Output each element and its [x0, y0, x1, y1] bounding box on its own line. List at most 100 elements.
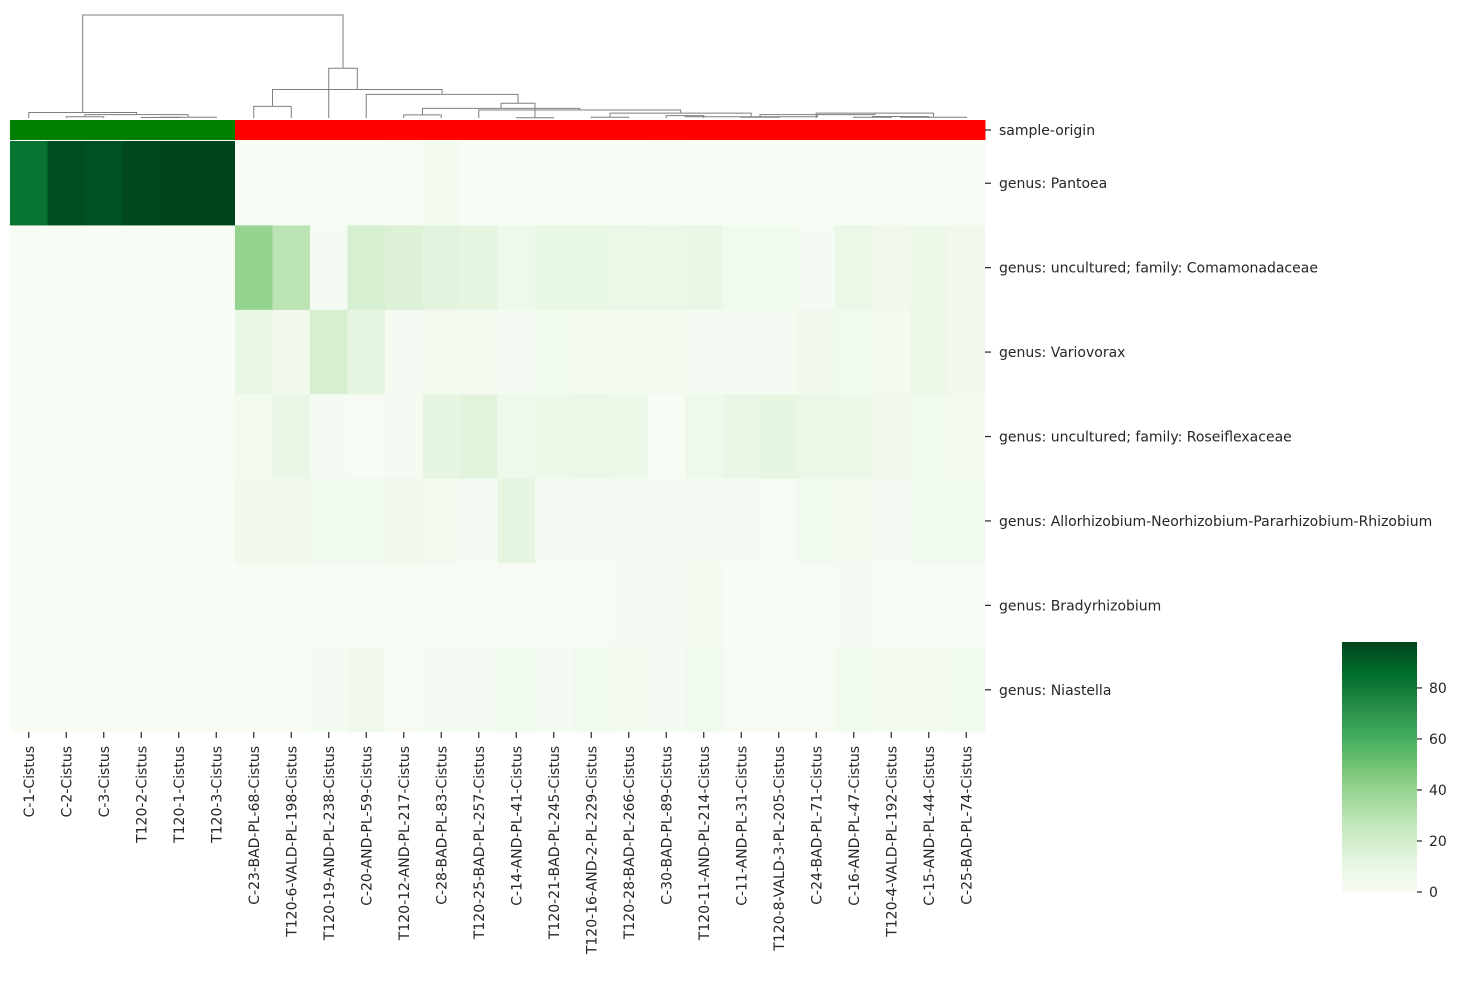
heatmap-cell [235, 225, 273, 311]
origin-cell [760, 120, 798, 140]
heatmap-cell [760, 563, 798, 649]
heatmap-cell [497, 309, 536, 395]
sample-origin-bar: sample-origin [10, 120, 1095, 140]
origin-cell [835, 120, 873, 140]
heatmap-cell [47, 309, 86, 395]
heatmap-cell [235, 478, 273, 564]
heatmap-cell [872, 309, 911, 395]
heatmap-cell [647, 225, 686, 311]
dendrogram-link [740, 116, 780, 118]
heatmap-cell [235, 647, 273, 733]
heatmap-cell [235, 563, 273, 649]
heatmap-cell [872, 478, 911, 564]
heatmap-cell [722, 478, 761, 564]
dendrogram-link [28, 111, 138, 118]
heatmap-cell [347, 563, 386, 649]
heatmap-cell [947, 394, 986, 480]
colorbar-tick-label: 20 [1429, 834, 1447, 850]
heatmap-cell [835, 141, 873, 226]
heatmap-cell [385, 309, 423, 395]
heatmap-cell [385, 141, 423, 226]
origin-cell [272, 120, 311, 140]
origin-cell [610, 120, 648, 140]
heatmap-cell [535, 647, 573, 733]
heatmap-cell [160, 394, 198, 480]
heatmap-cell [310, 141, 348, 226]
heatmap-cell [47, 141, 86, 226]
dendrogram-link [365, 93, 519, 118]
heatmap-cell [535, 563, 573, 649]
heatmap-cell [872, 141, 911, 226]
heatmap-cell [47, 563, 86, 649]
heatmap-cell [10, 309, 48, 395]
heatmap-cell [610, 647, 648, 733]
heatmap-cell [422, 225, 461, 311]
origin-cell [197, 120, 236, 140]
heatmap-cell [385, 394, 423, 480]
row-label: genus: Allorhizobium-Neorhizobium-Pararh… [999, 514, 1432, 530]
origin-cell [872, 120, 911, 140]
heatmap-cell [572, 478, 611, 564]
heatmap-cell [947, 478, 986, 564]
dendrogram-link [84, 114, 189, 118]
heatmap-cell [85, 394, 123, 480]
heatmap-cell [835, 478, 873, 564]
column-label: C-28-BAD-PL-83-Cistus [434, 746, 450, 905]
row-label: genus: Bradyrhizobium [999, 598, 1161, 614]
column-label: T120-1-Cistus [172, 746, 188, 844]
column-label: C-25-BAD-PL-74-Cistus [959, 746, 975, 905]
heatmap-cell [722, 647, 761, 733]
column-label: T120-16-AND-2-PL-229-Cistus [584, 746, 600, 955]
heatmap-cell [122, 309, 161, 395]
column-label: C-15-AND-PL-44-Cistus [922, 746, 938, 906]
origin-cell [497, 120, 536, 140]
column-label: T120-4-VALD-PL-192-Cistus [884, 746, 900, 938]
heatmap-cell [160, 225, 198, 311]
heatmap-cell [760, 309, 798, 395]
dendrogram-link [478, 109, 682, 118]
heatmap-cell [647, 647, 686, 733]
heatmap-cell [122, 141, 161, 226]
dendrogram-link [328, 67, 358, 118]
heatmap-cell [10, 225, 48, 311]
heatmap-cell [497, 647, 536, 733]
heatmap-cell [460, 563, 498, 649]
origin-cell [947, 120, 986, 140]
origin-cell [422, 120, 461, 140]
heatmap-cell [835, 647, 873, 733]
heatmap-cell [47, 478, 86, 564]
origin-cell [47, 120, 86, 140]
heatmap-cell [47, 647, 86, 733]
heatmap-cell [910, 394, 948, 480]
dendrogram-link [272, 89, 443, 107]
origin-cell [685, 120, 723, 140]
heatmap-cell [535, 394, 573, 480]
heatmap-cell [797, 478, 836, 564]
dendrogram-link [500, 102, 536, 118]
column-label: C-30-BAD-PL-89-Cistus [659, 746, 675, 905]
heatmap-cell [647, 394, 686, 480]
heatmap-cell [910, 478, 948, 564]
column-label: T120-3-Cistus [209, 746, 225, 844]
heatmap-cell [422, 141, 461, 226]
colorbar-tick-label: 40 [1429, 783, 1447, 799]
heatmap-cell [310, 225, 348, 311]
heatmap-cell [310, 647, 348, 733]
heatmap-cell [797, 309, 836, 395]
heatmap-cell [310, 563, 348, 649]
column-label: T120-19-AND-PL-238-Cistus [322, 746, 338, 941]
heatmap-cell [722, 225, 761, 311]
heatmap-cell [722, 309, 761, 395]
column-label: T120-8-VALD-3-PL-205-Cistus [772, 746, 788, 952]
heatmap-cell [422, 563, 461, 649]
heatmap-cell [160, 563, 198, 649]
heatmap-cell [385, 647, 423, 733]
heatmap-cell [235, 309, 273, 395]
heatmap-cell [197, 225, 236, 311]
heatmap-cell [647, 309, 686, 395]
heatmap-cell [535, 225, 573, 311]
row-label: genus: Variovorax [999, 345, 1125, 361]
heatmap-cell [385, 563, 423, 649]
heatmap-cell [872, 225, 911, 311]
heatmap-cell [347, 478, 386, 564]
